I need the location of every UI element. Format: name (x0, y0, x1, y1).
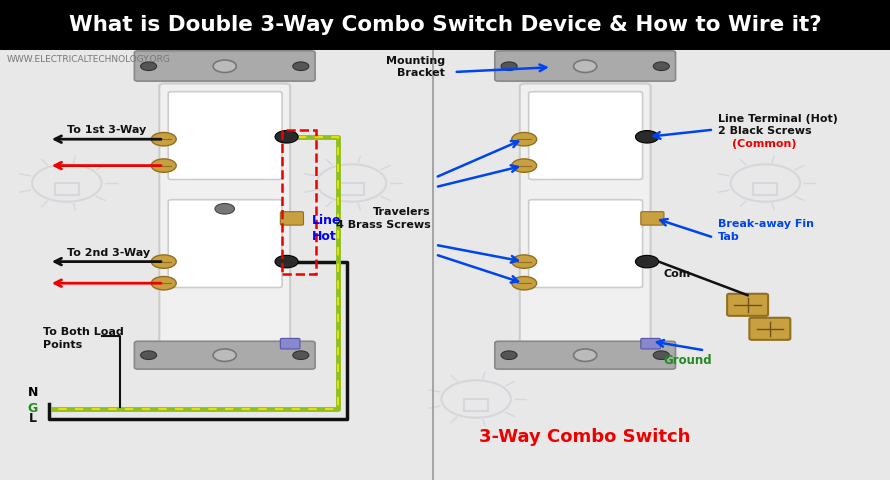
Circle shape (215, 204, 235, 214)
Text: Travelers
4 Brass Screws: Travelers 4 Brass Screws (336, 207, 431, 229)
Text: To 2nd 3-Way: To 2nd 3-Way (67, 248, 150, 258)
Circle shape (635, 131, 659, 143)
FancyBboxPatch shape (727, 294, 768, 316)
Bar (282, 130, 316, 274)
Text: (Common): (Common) (732, 139, 796, 149)
Circle shape (151, 159, 176, 172)
Circle shape (653, 351, 669, 360)
Circle shape (635, 255, 659, 268)
FancyBboxPatch shape (134, 341, 315, 369)
Circle shape (141, 351, 157, 360)
Bar (753, 183, 778, 195)
Circle shape (151, 255, 176, 268)
Text: WWW.ELECTRICALTECHNOLOGY.ORG: WWW.ELECTRICALTECHNOLOGY.ORG (7, 55, 171, 63)
Bar (340, 183, 364, 195)
Circle shape (275, 255, 298, 268)
Text: Mounting
Bracket: Mounting Bracket (386, 56, 445, 78)
Text: N: N (28, 385, 38, 399)
Bar (465, 399, 489, 411)
FancyBboxPatch shape (641, 338, 660, 349)
FancyBboxPatch shape (529, 92, 643, 180)
Circle shape (653, 62, 669, 71)
FancyBboxPatch shape (495, 51, 676, 81)
Circle shape (573, 349, 597, 361)
Text: Line
Hot: Line Hot (312, 214, 341, 242)
FancyBboxPatch shape (520, 84, 651, 360)
FancyBboxPatch shape (280, 338, 300, 349)
Circle shape (512, 159, 537, 172)
FancyBboxPatch shape (529, 200, 643, 288)
Circle shape (275, 131, 298, 143)
FancyBboxPatch shape (134, 51, 315, 81)
FancyBboxPatch shape (159, 84, 290, 360)
Circle shape (293, 351, 309, 360)
Circle shape (214, 60, 237, 72)
Text: Ground: Ground (663, 353, 712, 367)
Circle shape (512, 132, 537, 146)
FancyBboxPatch shape (168, 92, 282, 180)
Bar (55, 183, 79, 195)
Circle shape (512, 255, 537, 268)
Circle shape (151, 132, 176, 146)
Circle shape (214, 349, 237, 361)
FancyBboxPatch shape (749, 318, 790, 340)
Text: 3-Way Combo Switch: 3-Way Combo Switch (480, 428, 691, 446)
FancyBboxPatch shape (280, 212, 303, 225)
Text: Com: Com (663, 269, 691, 278)
Text: To Both Load
Points: To Both Load Points (43, 327, 124, 349)
Circle shape (141, 62, 157, 71)
Circle shape (501, 351, 517, 360)
Circle shape (293, 62, 309, 71)
Text: G: G (28, 402, 38, 416)
Circle shape (512, 276, 537, 290)
Text: Line Terminal (Hot)
2 Black Screws: Line Terminal (Hot) 2 Black Screws (718, 114, 838, 136)
Circle shape (151, 276, 176, 290)
Circle shape (501, 62, 517, 71)
Bar (0, 0, 890, 50)
Text: L: L (29, 412, 36, 425)
FancyBboxPatch shape (641, 212, 664, 225)
Text: What is Double 3-Way Combo Switch Device & How to Wire it?: What is Double 3-Way Combo Switch Device… (69, 15, 821, 35)
FancyBboxPatch shape (168, 200, 282, 288)
FancyBboxPatch shape (495, 341, 676, 369)
Text: Break-away Fin
Tab: Break-away Fin Tab (718, 219, 814, 241)
Circle shape (573, 60, 597, 72)
Text: To 1st 3-Way: To 1st 3-Way (67, 125, 146, 135)
